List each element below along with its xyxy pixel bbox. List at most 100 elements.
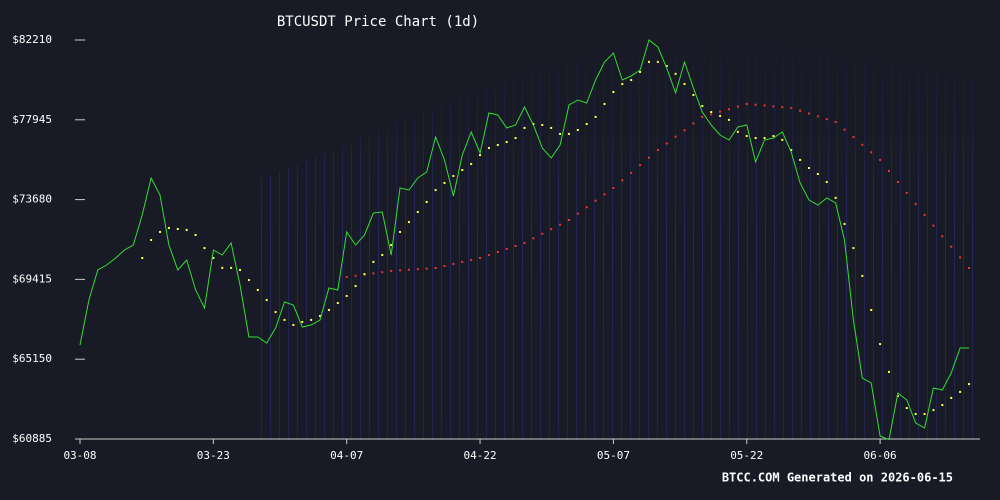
ma-dot bbox=[345, 294, 348, 297]
ma-dot bbox=[576, 128, 579, 131]
ma-dot bbox=[523, 242, 526, 245]
ma-dot bbox=[532, 237, 535, 240]
band-fade bbox=[80, 35, 980, 440]
ma-dot bbox=[345, 276, 348, 279]
ma-dot bbox=[683, 82, 686, 85]
ma-dot bbox=[710, 113, 713, 116]
ma-dot bbox=[576, 212, 579, 215]
ma-dot bbox=[452, 262, 455, 265]
ma-dot bbox=[843, 128, 846, 131]
ma-dot bbox=[914, 413, 917, 416]
ma-dot bbox=[727, 118, 730, 121]
ma-dot bbox=[159, 230, 162, 233]
ma-dot bbox=[941, 404, 944, 407]
ma-dot bbox=[550, 228, 553, 231]
ma-dot bbox=[647, 156, 650, 159]
ma-dot bbox=[265, 299, 268, 302]
ma-dot bbox=[639, 70, 642, 73]
ma-dot bbox=[354, 285, 357, 288]
ma-dot bbox=[825, 118, 828, 121]
ma-dot bbox=[887, 169, 890, 172]
ma-dot bbox=[736, 130, 739, 133]
x-tick-label: 03-08 bbox=[63, 449, 96, 462]
ma-dot bbox=[905, 407, 908, 410]
ma-dot bbox=[630, 171, 633, 174]
ma-dot bbox=[941, 235, 944, 238]
chart-title: BTCUSDT Price Chart (1d) bbox=[277, 14, 479, 30]
ma-dot bbox=[861, 143, 864, 146]
ma-dot bbox=[772, 105, 775, 108]
ma-dot bbox=[363, 273, 366, 276]
ma-dot bbox=[496, 250, 499, 253]
ma-dot bbox=[781, 138, 784, 141]
ma-dot bbox=[959, 390, 962, 393]
x-tick-label: 04-07 bbox=[330, 449, 363, 462]
ma-dot bbox=[461, 169, 464, 172]
ma-dot bbox=[505, 247, 508, 250]
ma-dot bbox=[870, 308, 873, 311]
ma-dot bbox=[487, 253, 490, 256]
ma-dot bbox=[665, 65, 668, 68]
ma-dot bbox=[514, 137, 517, 140]
ma-dot bbox=[674, 135, 677, 138]
ma-dot bbox=[719, 110, 722, 113]
ma-dot bbox=[692, 94, 695, 97]
ma-dot bbox=[550, 126, 553, 129]
ma-dot bbox=[434, 266, 437, 269]
ma-dot bbox=[665, 142, 668, 145]
ma-dot bbox=[274, 311, 277, 314]
ma-dot bbox=[390, 269, 393, 272]
ma-dot bbox=[763, 137, 766, 140]
ma-dot bbox=[399, 269, 402, 272]
ma-dot bbox=[612, 91, 615, 94]
ma-dot bbox=[425, 267, 428, 270]
ma-dot bbox=[567, 132, 570, 135]
ma-dot bbox=[763, 104, 766, 107]
ma-dot bbox=[381, 271, 384, 274]
ma-dot bbox=[968, 266, 970, 269]
ma-dot bbox=[879, 158, 882, 161]
price-line bbox=[79, 39, 969, 441]
ma-dot bbox=[310, 318, 313, 321]
ma-dot bbox=[719, 114, 722, 117]
ma-dot bbox=[247, 279, 250, 282]
ma-dot bbox=[807, 166, 810, 169]
ma-dot bbox=[167, 227, 170, 230]
ma-dot bbox=[434, 189, 437, 192]
ma-dot bbox=[407, 268, 410, 271]
ma-dot bbox=[354, 274, 357, 277]
ma-dot bbox=[319, 314, 322, 317]
ma-dot bbox=[585, 123, 588, 126]
ma-dot bbox=[923, 213, 926, 216]
ma-dot bbox=[559, 132, 562, 135]
ma-dot bbox=[968, 383, 970, 386]
ma-dot bbox=[470, 259, 473, 262]
ma-dot bbox=[816, 172, 819, 175]
ma-dot bbox=[825, 181, 828, 184]
ma-dot bbox=[950, 396, 953, 399]
footer: BTCC.COM Generated on 2026-06-15 bbox=[722, 471, 953, 485]
ma-dot bbox=[185, 228, 188, 231]
ma-dot bbox=[372, 260, 375, 263]
ma-dot bbox=[621, 82, 624, 85]
y-tick-label: $73680 bbox=[12, 193, 52, 206]
ma-dot bbox=[559, 223, 562, 226]
x-tick-label: 03-23 bbox=[197, 449, 230, 462]
ma-dot bbox=[790, 149, 793, 152]
ma-dot bbox=[781, 106, 784, 109]
x-tick-label: 05-22 bbox=[730, 449, 763, 462]
ma-dot bbox=[710, 111, 713, 114]
ma-dot bbox=[745, 134, 748, 137]
y-tick-label: $77945 bbox=[12, 113, 52, 126]
ma-dot bbox=[443, 265, 446, 268]
ma-dot bbox=[736, 105, 739, 108]
ma-dot bbox=[834, 196, 837, 199]
ma-dot bbox=[390, 244, 393, 247]
ma-dot bbox=[567, 218, 570, 221]
ma-dot bbox=[541, 123, 544, 126]
ma-dot bbox=[959, 256, 962, 259]
y-tick-label: $69415 bbox=[12, 272, 52, 285]
ma-dot bbox=[807, 112, 810, 115]
ma-dot bbox=[790, 106, 793, 109]
